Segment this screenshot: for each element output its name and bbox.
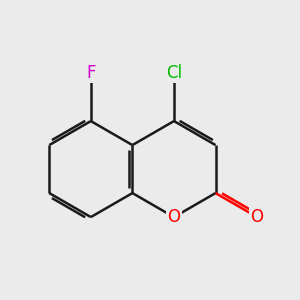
Text: F: F [86, 64, 96, 82]
Text: O: O [250, 208, 264, 226]
Text: Cl: Cl [166, 64, 182, 82]
Text: O: O [167, 208, 181, 226]
